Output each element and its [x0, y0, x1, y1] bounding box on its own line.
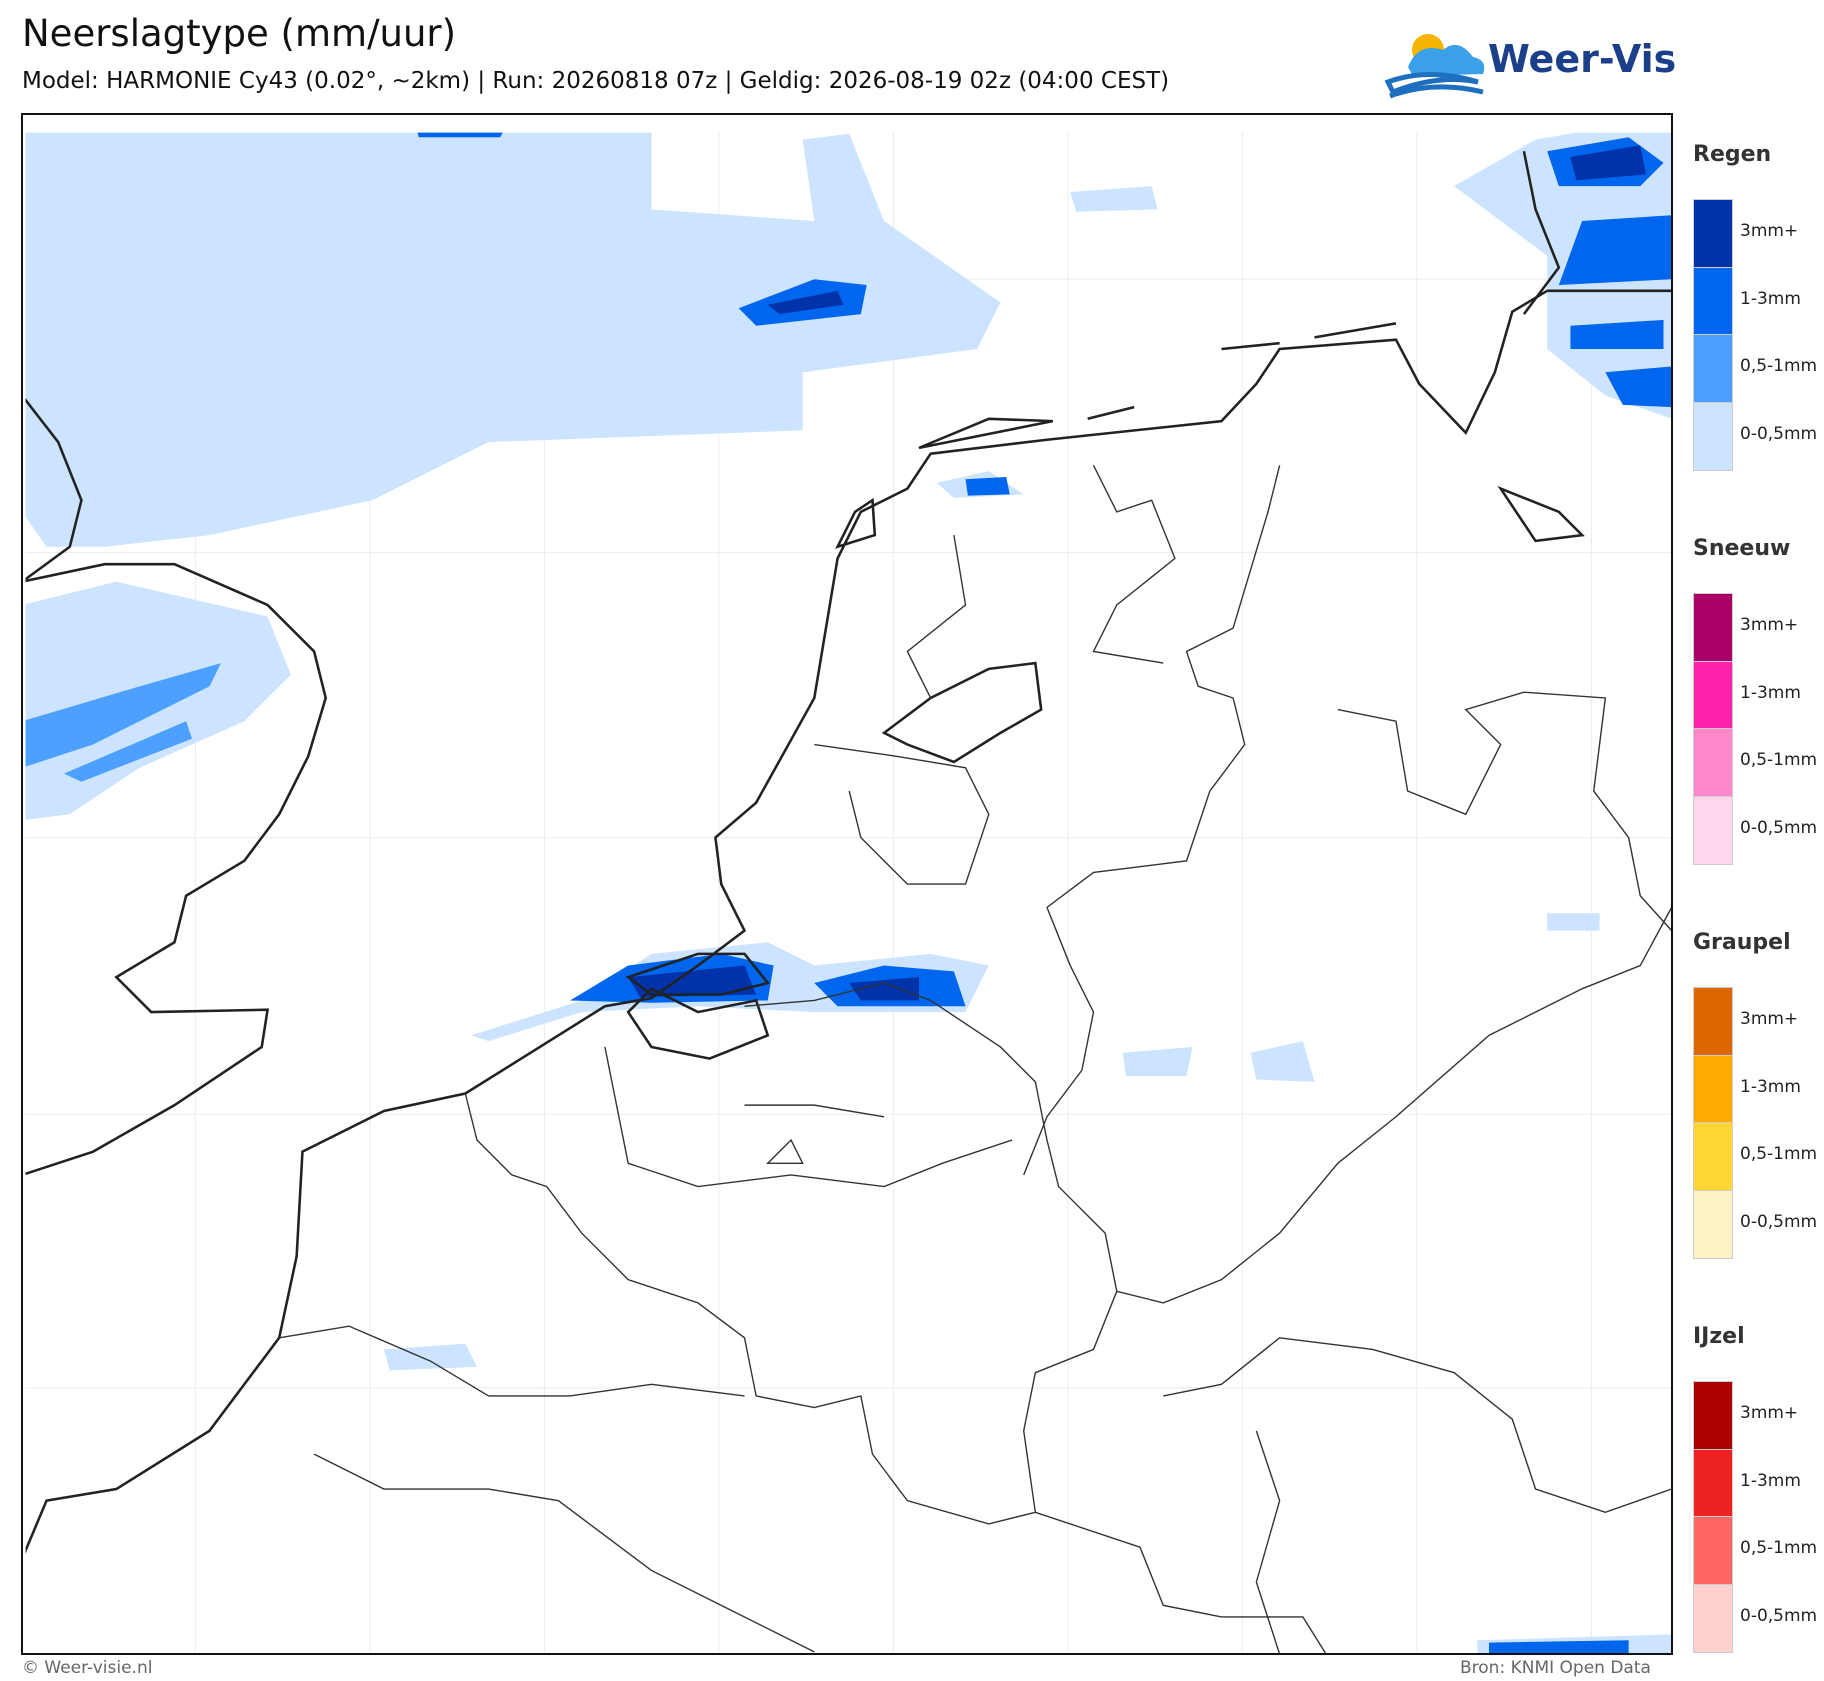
map-frame [21, 113, 1673, 1655]
logo-wave [1384, 72, 1484, 99]
logo-cloud [1408, 44, 1485, 76]
legend-label: 3mm+ [1740, 615, 1799, 635]
legend-title: IJzel [1693, 1324, 1745, 1349]
legend-label: 3mm+ [1740, 1403, 1799, 1423]
legend-label: 1-3mm [1740, 682, 1801, 703]
legend-swatch [1693, 1448, 1733, 1518]
subtitle: Model: HARMONIE Cy43 (0.02°, ~2km) | Run… [22, 68, 1170, 94]
legend-label: 0-0,5mm [1740, 1211, 1818, 1232]
legend-label: 3mm+ [1740, 221, 1799, 241]
coastlines [25, 150, 1672, 1554]
legend-title: Graupel [1693, 930, 1791, 955]
footer-right: Bron: KNMI Open Data [1460, 1658, 1651, 1678]
legend-swatch [1693, 660, 1733, 730]
legend-label: 0-0,5mm [1740, 1605, 1818, 1626]
legend-swatch [1693, 1381, 1733, 1450]
legend-label: 0,5-1mm [1740, 356, 1818, 376]
legend-label: 3mm+ [1740, 1009, 1799, 1029]
legend-label: 0-0,5mm [1740, 423, 1818, 444]
map-content [25, 132, 1673, 1655]
legend-title: Regen [1693, 142, 1772, 167]
legend-label: 0,5-1mm [1740, 1538, 1818, 1558]
footer-left: © Weer-visie.nl [22, 1658, 153, 1678]
title: Neerslagtype (mm/uur) [22, 12, 457, 55]
logo-text: Weer-Visie [1488, 37, 1678, 81]
legend-label: 1-3mm [1740, 288, 1801, 309]
legend-swatch [1693, 266, 1733, 336]
legend-swatch [1693, 1054, 1733, 1124]
legend-swatch [1693, 334, 1733, 403]
borders [279, 465, 1673, 1655]
logo: Weer-Visie [1384, 34, 1678, 99]
legend-swatch [1693, 1516, 1733, 1585]
legend-swatch [1693, 987, 1733, 1056]
legend-label: 0-0,5mm [1740, 817, 1818, 838]
precipitation [25, 132, 1672, 1655]
legend-swatch [1693, 1189, 1733, 1259]
legend-swatch [1693, 728, 1733, 797]
legend-label: 0,5-1mm [1740, 1144, 1818, 1164]
legend-swatch [1693, 401, 1733, 471]
graticule [25, 132, 1672, 1655]
legend-label: 0,5-1mm [1740, 750, 1818, 770]
legend-title: Sneeuw [1693, 536, 1791, 561]
legend-label: 1-3mm [1740, 1076, 1801, 1097]
legend-swatch [1693, 795, 1733, 865]
legend-swatch [1693, 593, 1733, 662]
legend-swatch [1693, 1583, 1733, 1653]
legend-swatch [1693, 199, 1733, 268]
legend-swatch [1693, 1122, 1733, 1191]
legend-label: 1-3mm [1740, 1470, 1801, 1491]
